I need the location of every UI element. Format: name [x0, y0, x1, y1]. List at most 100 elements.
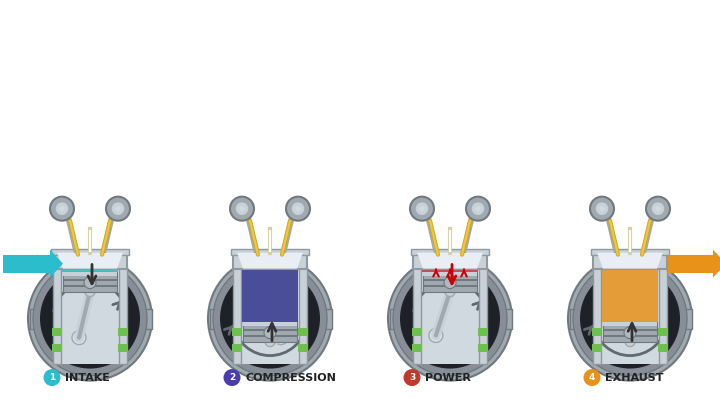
Bar — [423, 272, 477, 276]
Bar — [412, 343, 422, 352]
Bar — [299, 266, 307, 364]
Bar — [421, 269, 479, 364]
Bar — [668, 255, 713, 273]
Bar — [119, 266, 127, 364]
Circle shape — [410, 197, 434, 221]
Circle shape — [239, 206, 245, 212]
Polygon shape — [50, 249, 63, 278]
Bar — [30, 309, 38, 328]
Circle shape — [65, 324, 93, 352]
Circle shape — [235, 202, 249, 216]
Circle shape — [388, 257, 512, 381]
Circle shape — [400, 269, 500, 369]
Circle shape — [444, 277, 456, 289]
Bar — [232, 343, 242, 352]
Text: 4-STROKE CYCLE ENGINE: 4-STROKE CYCLE ENGINE — [156, 16, 564, 44]
Text: POWER: POWER — [425, 373, 471, 383]
Text: 1: 1 — [49, 373, 55, 382]
Text: EXHAUST: EXHAUST — [605, 373, 664, 383]
Bar — [658, 343, 668, 352]
Circle shape — [33, 262, 147, 375]
Circle shape — [637, 328, 651, 343]
Circle shape — [466, 197, 490, 221]
Bar — [242, 269, 298, 322]
Bar — [243, 335, 297, 337]
Circle shape — [55, 202, 69, 216]
Bar — [504, 309, 512, 328]
Bar — [298, 343, 308, 352]
Bar — [243, 322, 297, 326]
Bar — [412, 328, 422, 336]
Polygon shape — [713, 249, 720, 278]
Circle shape — [471, 202, 485, 216]
Circle shape — [403, 369, 420, 386]
Bar — [241, 269, 299, 364]
Circle shape — [422, 322, 450, 350]
Bar — [243, 322, 297, 341]
Bar — [210, 309, 218, 328]
Text: COMPRESSION: COMPRESSION — [245, 373, 336, 383]
Bar — [570, 309, 578, 328]
Bar — [63, 272, 117, 292]
Bar — [298, 328, 308, 336]
Bar — [601, 269, 659, 364]
Circle shape — [595, 202, 609, 216]
Bar — [63, 279, 117, 281]
Bar — [603, 322, 657, 341]
Bar — [659, 266, 667, 364]
Circle shape — [84, 277, 96, 289]
Bar — [591, 249, 669, 255]
Bar — [118, 343, 128, 352]
Circle shape — [415, 202, 429, 216]
Circle shape — [220, 269, 320, 369]
Bar — [233, 266, 241, 364]
Bar — [413, 251, 487, 269]
Circle shape — [625, 337, 635, 347]
Bar — [63, 272, 117, 276]
Bar — [592, 328, 602, 336]
Circle shape — [624, 326, 636, 339]
Circle shape — [286, 197, 310, 221]
Circle shape — [393, 262, 507, 375]
Bar — [390, 309, 398, 328]
Circle shape — [419, 206, 425, 212]
Bar — [61, 269, 119, 364]
Circle shape — [106, 197, 130, 221]
Bar — [411, 249, 489, 255]
Bar — [593, 251, 667, 269]
Polygon shape — [237, 253, 303, 269]
Circle shape — [646, 197, 670, 221]
Bar — [62, 269, 118, 272]
Bar — [144, 309, 152, 328]
Bar — [423, 279, 477, 281]
Bar — [63, 285, 117, 287]
Circle shape — [429, 328, 443, 343]
Polygon shape — [597, 253, 663, 269]
Bar — [422, 269, 478, 272]
Bar — [231, 249, 309, 255]
Bar — [233, 251, 307, 269]
Bar — [53, 266, 61, 364]
Bar — [413, 266, 421, 364]
Bar — [52, 328, 62, 336]
Polygon shape — [417, 253, 483, 269]
Circle shape — [230, 197, 254, 221]
Circle shape — [43, 369, 60, 386]
Circle shape — [28, 257, 152, 381]
Bar — [479, 266, 487, 364]
Circle shape — [72, 330, 86, 345]
Bar — [52, 343, 62, 352]
Bar — [478, 328, 488, 336]
Text: 2: 2 — [229, 373, 235, 382]
Circle shape — [445, 287, 455, 296]
Bar — [593, 266, 601, 364]
Circle shape — [274, 330, 288, 345]
Bar — [423, 272, 477, 292]
Bar — [243, 328, 297, 330]
Bar — [602, 269, 658, 322]
Circle shape — [573, 262, 687, 375]
Circle shape — [630, 322, 658, 350]
Bar — [324, 309, 332, 328]
Circle shape — [599, 206, 605, 212]
Circle shape — [580, 269, 680, 369]
